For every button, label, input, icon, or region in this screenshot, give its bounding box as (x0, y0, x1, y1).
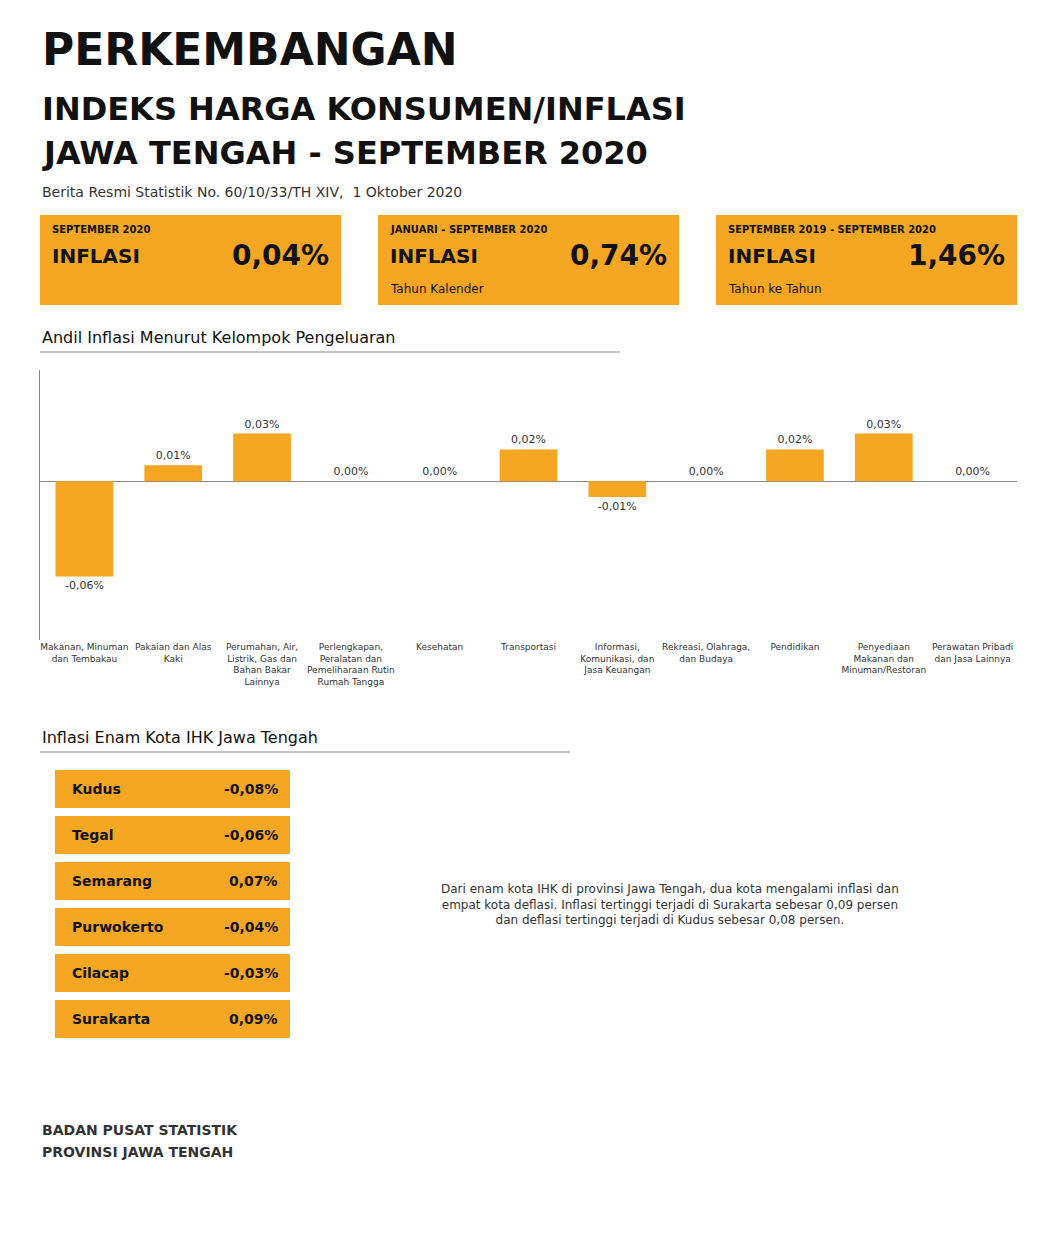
svg-text:0,00%: 0,00% (689, 465, 724, 478)
svg-text:Surakarta: Surakarta (72, 1011, 150, 1027)
svg-text:0,04%: 0,04% (232, 239, 329, 272)
svg-text:INDEKS HARGA KONSUMEN/INFLASI: INDEKS HARGA KONSUMEN/INFLASI (42, 90, 686, 128)
svg-text:Rekreasi, Olahraga,dan Budaya: Rekreasi, Olahraga,dan Budaya (662, 642, 750, 664)
svg-text:SEPTEMBER 2020: SEPTEMBER 2020 (52, 224, 150, 235)
svg-text:0,74%: 0,74% (570, 239, 667, 272)
svg-text:Perumahan, Air,Listrik, Gas da: Perumahan, Air,Listrik, Gas danBahan Bak… (226, 642, 298, 687)
svg-text:-0,06%: -0,06% (65, 579, 104, 592)
svg-text:Semarang: Semarang (72, 873, 152, 889)
svg-text:Perawatan Pribadidan Jasa Lain: Perawatan Pribadidan Jasa Lainnya (932, 642, 1013, 664)
svg-text:Informasi,Komunikasi, danJasa: Informasi,Komunikasi, danJasa Keuangan (580, 642, 654, 675)
svg-text:INFLASI: INFLASI (390, 244, 478, 268)
svg-text:SEPTEMBER 2019 - SEPTEMBER 202: SEPTEMBER 2019 - SEPTEMBER 2020 (728, 224, 936, 235)
svg-text:0,09%: 0,09% (229, 1011, 278, 1027)
svg-text:1,46%: 1,46% (908, 239, 1005, 272)
svg-text:JANUARI - SEPTEMBER 2020: JANUARI - SEPTEMBER 2020 (390, 224, 547, 235)
svg-text:Berita Resmi Statistik No. 60/: Berita Resmi Statistik No. 60/10/33/TH X… (42, 184, 462, 200)
svg-text:PenyediaanMakanan danMinuman/R: PenyediaanMakanan danMinuman/Restoran (841, 642, 926, 675)
svg-text:INFLASI: INFLASI (52, 244, 140, 268)
svg-text:Kesehatan: Kesehatan (416, 642, 463, 652)
svg-text:-0,06%: -0,06% (224, 827, 278, 843)
svg-text:Perlengkapan,Peralatan danPeme: Perlengkapan,Peralatan danPemeliharaan R… (307, 642, 395, 687)
svg-text:Tegal: Tegal (72, 827, 113, 843)
svg-text:Dari enam kota IHK di provinsi: Dari enam kota IHK di provinsi Jawa Teng… (441, 882, 899, 927)
svg-text:JAWA TENGAH - SEPTEMBER 2020: JAWA TENGAH - SEPTEMBER 2020 (42, 134, 648, 172)
svg-text:Kudus: Kudus (72, 781, 121, 797)
svg-text:INFLASI: INFLASI (728, 244, 816, 268)
svg-text:Tahun Kalender: Tahun Kalender (390, 282, 484, 296)
svg-text:0,00%: 0,00% (333, 465, 368, 478)
svg-text:0,01%: 0,01% (156, 449, 191, 462)
svg-text:Pakaian dan AlasKaki: Pakaian dan AlasKaki (135, 642, 212, 664)
svg-text:Purwokerto: Purwokerto (72, 919, 164, 935)
svg-text:-0,08%: -0,08% (224, 781, 278, 797)
svg-text:0,00%: 0,00% (955, 465, 990, 478)
svg-text:Andil Inflasi Menurut Kelompok: Andil Inflasi Menurut Kelompok Pengeluar… (42, 328, 395, 347)
svg-text:0,03%: 0,03% (245, 418, 280, 431)
svg-text:-0,01%: -0,01% (598, 500, 637, 513)
svg-text:0,07%: 0,07% (229, 873, 278, 889)
svg-text:PERKEMBANGAN: PERKEMBANGAN (42, 24, 458, 75)
svg-text:0,02%: 0,02% (777, 433, 812, 446)
svg-text:Cilacap: Cilacap (72, 965, 129, 981)
svg-text:0,02%: 0,02% (511, 433, 546, 446)
svg-text:Tahun ke Tahun: Tahun ke Tahun (728, 282, 822, 296)
svg-text:-0,04%: -0,04% (224, 919, 278, 935)
svg-text:Pendidikan: Pendidikan (770, 642, 819, 652)
svg-text:-0,03%: -0,03% (224, 965, 278, 981)
svg-text:BADAN PUSAT STATISTIK: BADAN PUSAT STATISTIK (42, 1122, 238, 1138)
svg-text:0,00%: 0,00% (422, 465, 457, 478)
svg-text:0,03%: 0,03% (866, 418, 901, 431)
svg-text:PROVINSI JAWA TENGAH: PROVINSI JAWA TENGAH (42, 1144, 233, 1160)
svg-text:Makanan, Minumandan Tembakau: Makanan, Minumandan Tembakau (40, 642, 128, 664)
svg-text:Inflasi Enam Kota IHK Jawa Ten: Inflasi Enam Kota IHK Jawa Tengah (42, 728, 318, 747)
svg-text:Transportasi: Transportasi (500, 642, 556, 652)
